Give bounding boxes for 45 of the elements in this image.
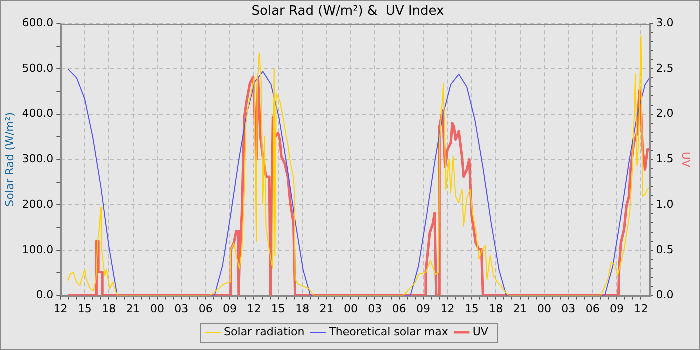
x-tick-label: 18 (296, 302, 310, 316)
y2-axis-title: UV (680, 152, 693, 168)
y-tick-label: 300.0 (22, 152, 54, 166)
x-tick-label: 12 (440, 302, 455, 316)
y-tick-label: 100.0 (22, 243, 54, 256)
x-tick-label: 06 (198, 302, 213, 316)
x-tick-label: 15 (464, 302, 479, 316)
x-tick-label: 06 (392, 302, 406, 316)
legend-label: Solar radiation (224, 325, 305, 338)
y2-tick-label: 2.0 (656, 107, 674, 120)
legend-label: UV (472, 325, 489, 338)
x-tick-label: 03 (562, 302, 576, 316)
x-tick-label: 18 (489, 302, 504, 316)
y2-tick-label: 0.5 (656, 243, 674, 256)
x-tick-label: 09 (223, 302, 238, 316)
x-tick-label: 03 (368, 302, 382, 316)
chart-title: Solar Rad (W/m²) & UV Index (252, 4, 445, 20)
y2-tick-label: 1.0 (656, 198, 674, 211)
x-tick-label: 06 (586, 302, 600, 316)
x-tick-label: 21 (320, 302, 334, 316)
x-tick-label: 21 (126, 302, 140, 316)
x-tick-label: 00 (344, 302, 358, 316)
x-tick-label: 00 (150, 302, 164, 316)
x-tick-label: 09 (610, 302, 624, 316)
y-tick-label: 400.0 (22, 107, 54, 120)
y2-tick-label: 0.0 (656, 288, 674, 302)
x-tick-label: 15 (78, 302, 92, 316)
x-tick-label: 21 (513, 302, 528, 316)
y-tick-label: 0.0 (36, 288, 54, 302)
x-tick-label: 00 (537, 302, 552, 316)
y2-tick-label: 2.5 (656, 62, 674, 75)
y2-tick-label: 1.5 (656, 152, 674, 166)
x-tick-label: 12 (634, 302, 648, 316)
x-tick-label: 15 (271, 302, 286, 316)
x-tick-label: 18 (102, 302, 116, 316)
x-tick-label: 12 (247, 302, 262, 316)
y-tick-label: 500.0 (22, 62, 54, 75)
x-tick-label: 03 (174, 302, 189, 316)
y2-tick-label: 3.0 (656, 16, 674, 30)
y-axis-title: Solar Rad (W/m²) (3, 112, 16, 207)
y-tick-label: 600.0 (22, 16, 54, 30)
legend-label: Theoretical solar max (328, 325, 449, 338)
x-tick-label: 09 (416, 302, 431, 316)
x-tick-label: 12 (54, 302, 68, 316)
y-tick-label: 200.0 (22, 198, 54, 211)
